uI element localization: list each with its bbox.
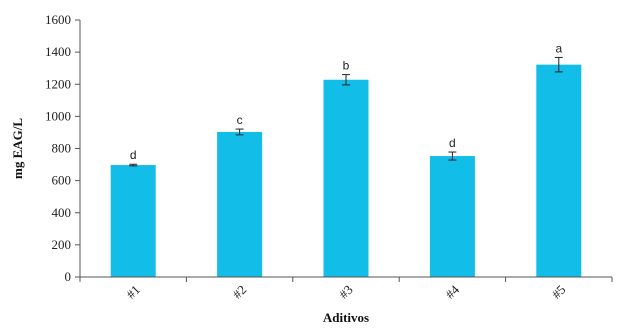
significance-label: a (555, 41, 562, 55)
significance-labels: d c b d a (130, 41, 563, 162)
y-tick-label: 800 (52, 141, 72, 156)
x-axis-title: Aditivos (323, 310, 369, 325)
significance-label: d (449, 136, 456, 150)
y-tick-label: 0 (65, 269, 72, 284)
y-tick-label: 1400 (45, 44, 71, 59)
error-bars (129, 56, 563, 167)
bar (217, 131, 263, 277)
bar (323, 79, 369, 277)
bars (110, 64, 582, 277)
significance-label: b (343, 59, 350, 73)
bar (110, 165, 156, 277)
x-tick-label: #5 (549, 282, 569, 302)
significance-label: c (237, 113, 243, 127)
x-axis-ticks: #1 #2 #3 #4 #5 (79, 277, 613, 302)
y-tick-label: 1600 (45, 12, 71, 27)
x-tick-label: #2 (230, 282, 250, 302)
y-axis-ticks: 0 200 400 600 800 1000 1200 1400 1600 (45, 12, 80, 284)
y-tick-label: 400 (52, 205, 72, 220)
y-tick-label: 1200 (45, 76, 71, 91)
y-tick-label: 200 (52, 237, 72, 252)
x-tick-label: #4 (442, 282, 462, 302)
y-tick-label: 600 (52, 173, 72, 188)
x-tick-label: #1 (123, 282, 143, 302)
significance-label: d (130, 148, 137, 162)
y-axis-title: mg EAG/L (10, 118, 25, 179)
bar (429, 156, 475, 277)
y-tick-label: 1000 (45, 108, 71, 123)
bar (536, 64, 582, 277)
x-tick-label: #3 (336, 282, 356, 302)
